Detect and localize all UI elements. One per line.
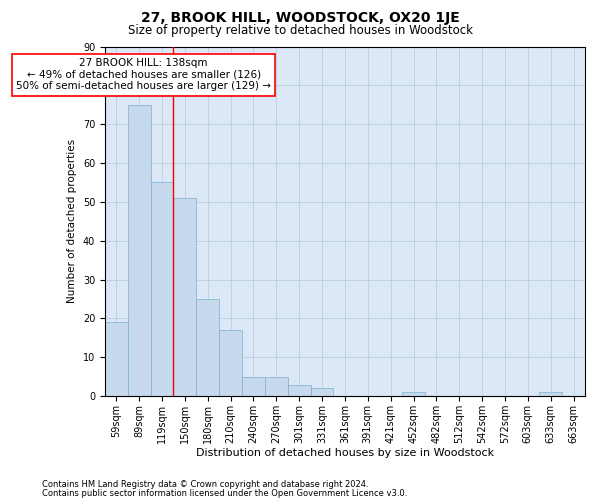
- Y-axis label: Number of detached properties: Number of detached properties: [67, 140, 77, 304]
- Bar: [311, 388, 334, 396]
- Bar: [539, 392, 562, 396]
- Bar: [265, 377, 288, 396]
- Bar: [402, 392, 425, 396]
- Bar: [196, 299, 219, 396]
- Text: Contains public sector information licensed under the Open Government Licence v3: Contains public sector information licen…: [42, 489, 407, 498]
- Bar: [151, 182, 173, 396]
- Text: Size of property relative to detached houses in Woodstock: Size of property relative to detached ho…: [128, 24, 473, 37]
- Bar: [288, 384, 311, 396]
- Text: Contains HM Land Registry data © Crown copyright and database right 2024.: Contains HM Land Registry data © Crown c…: [42, 480, 368, 489]
- Bar: [105, 322, 128, 396]
- X-axis label: Distribution of detached houses by size in Woodstock: Distribution of detached houses by size …: [196, 448, 494, 458]
- Text: 27 BROOK HILL: 138sqm
← 49% of detached houses are smaller (126)
50% of semi-det: 27 BROOK HILL: 138sqm ← 49% of detached …: [16, 58, 271, 92]
- Text: 27, BROOK HILL, WOODSTOCK, OX20 1JE: 27, BROOK HILL, WOODSTOCK, OX20 1JE: [140, 11, 460, 25]
- Bar: [219, 330, 242, 396]
- Bar: [128, 105, 151, 396]
- Bar: [173, 198, 196, 396]
- Bar: [242, 377, 265, 396]
